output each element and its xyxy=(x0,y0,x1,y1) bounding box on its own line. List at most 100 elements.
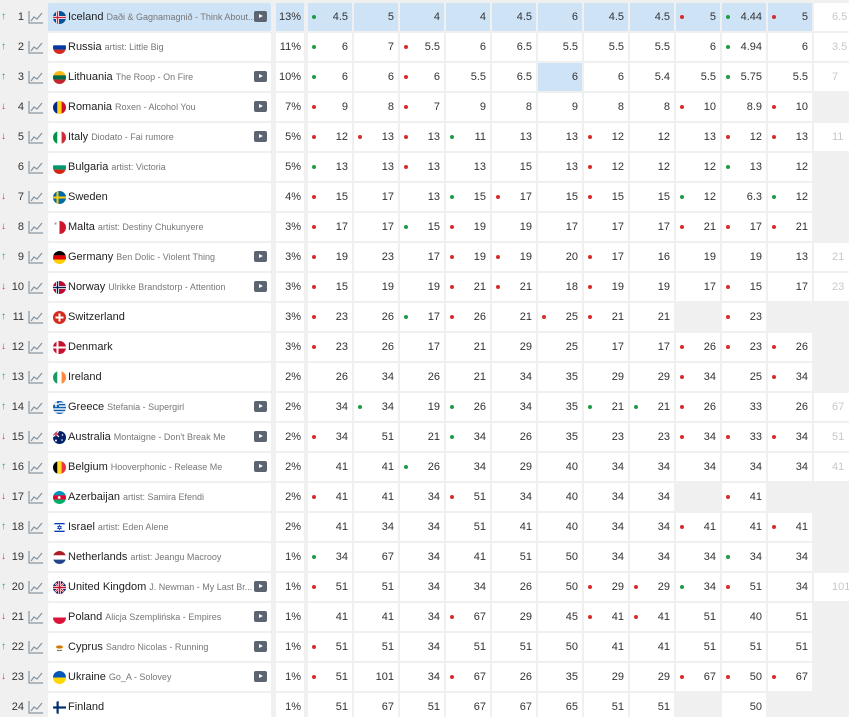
odds-cell[interactable]: 21 xyxy=(630,393,674,421)
table-row[interactable]: ↑ 2 Russia artist: Little Big 11% 6 7 5.5 6 6.5 5.… xyxy=(0,33,849,61)
odds-cell[interactable]: 51 xyxy=(446,513,490,541)
odds-cell[interactable]: 34 xyxy=(446,453,490,481)
odds-cell[interactable]: 5.5 xyxy=(446,63,490,91)
odds-cell[interactable]: 19 xyxy=(400,273,444,301)
odds-cell[interactable]: 101 xyxy=(354,663,398,691)
line-chart-icon[interactable] xyxy=(28,370,44,384)
odds-cell[interactable]: 12 xyxy=(676,153,720,181)
country-cell[interactable]: Ukraine Go_A - Solovey xyxy=(48,663,271,691)
odds-cell[interactable]: 13 xyxy=(446,153,490,181)
odds-cell[interactable]: 10 xyxy=(768,93,812,121)
odds-cell[interactable]: 67 xyxy=(446,603,490,631)
odds-cell[interactable]: 67 xyxy=(446,693,490,717)
odds-cell[interactable]: 67 xyxy=(446,663,490,691)
country-name[interactable]: Germany xyxy=(68,251,114,263)
country-name[interactable]: Ukraine xyxy=(68,671,106,683)
odds-cell[interactable]: 29 xyxy=(630,573,674,601)
odds-cell[interactable]: 19 xyxy=(400,393,444,421)
odds-cell[interactable]: 26 xyxy=(676,333,720,361)
odds-cell[interactable]: 6.5 xyxy=(492,33,536,61)
odds-cell[interactable]: 34 xyxy=(308,393,352,421)
line-chart-icon[interactable] xyxy=(28,670,44,684)
odds-cell[interactable]: 34 xyxy=(584,483,628,511)
country-name[interactable]: Poland xyxy=(68,611,103,623)
odds-cell[interactable]: 51 xyxy=(308,573,352,601)
odds-cell[interactable]: 19 xyxy=(308,243,352,271)
odds-cell[interactable]: 34 xyxy=(768,423,812,451)
odds-cell[interactable]: 17 xyxy=(354,213,398,241)
odds-cell[interactable]: 17 xyxy=(492,183,536,211)
line-chart-icon[interactable] xyxy=(28,160,44,174)
odds-cell[interactable]: 21 xyxy=(814,243,849,271)
odds-cell[interactable]: 15 xyxy=(722,273,766,301)
odds-cell[interactable]: 51 xyxy=(354,423,398,451)
odds-cell[interactable]: 8 xyxy=(354,93,398,121)
line-chart-icon[interactable] xyxy=(28,430,44,444)
line-chart-icon[interactable] xyxy=(28,340,44,354)
odds-cell[interactable]: 29 xyxy=(584,363,628,391)
odds-cell[interactable]: 41 xyxy=(492,513,536,541)
odds-cell[interactable]: 33 xyxy=(722,423,766,451)
odds-cell[interactable]: 51 xyxy=(354,573,398,601)
line-chart-icon[interactable] xyxy=(28,70,44,84)
line-chart-icon[interactable] xyxy=(28,580,44,594)
odds-cell[interactable]: 26 xyxy=(492,573,536,601)
country-name[interactable]: United Kingdom xyxy=(68,581,147,593)
table-row[interactable]: ↑ 16 Belgium Hooverphonic - Release Me 2% 41 4… xyxy=(0,453,849,481)
country-cell[interactable]: Romania Roxen - Alcohol You xyxy=(48,93,271,121)
country-cell[interactable]: Azerbaijan artist: Samira Efendi xyxy=(48,483,271,511)
odds-cell[interactable]: 11 xyxy=(814,123,849,151)
odds-cell[interactable]: 20 xyxy=(538,243,582,271)
odds-cell[interactable]: 67 xyxy=(492,693,536,717)
table-row[interactable]: ↓ 21 Poland Alicja Szemplińska - Empires 1% 4… xyxy=(0,603,849,631)
country-name[interactable]: Iceland xyxy=(68,11,104,23)
odds-cell[interactable]: 51 xyxy=(492,633,536,661)
odds-cell[interactable]: 25 xyxy=(538,333,582,361)
odds-cell[interactable]: 5.5 xyxy=(768,63,812,91)
country-name[interactable]: Sweden xyxy=(68,191,108,203)
odds-cell[interactable]: 12 xyxy=(768,183,812,211)
odds-cell[interactable]: 21 xyxy=(768,213,812,241)
odds-cell[interactable]: 41 xyxy=(722,483,766,511)
line-chart-icon[interactable] xyxy=(28,250,44,264)
table-row[interactable]: ↑ 9 Germany Ben Dolic - Violent Thing 3% 19 23… xyxy=(0,243,849,271)
line-chart-icon[interactable] xyxy=(28,490,44,504)
table-row[interactable]: ↓ 7 Sweden 4% 15 17 13 15 17 15 15 15 12 6.3 12 xyxy=(0,183,849,211)
table-row[interactable]: ↓ 5 Italy Diodato - Fai rumore 5% 12 13 13 11 13 1… xyxy=(0,123,849,151)
odds-cell[interactable]: 15 xyxy=(538,183,582,211)
odds-cell[interactable]: 51 xyxy=(446,633,490,661)
odds-cell[interactable]: 19 xyxy=(446,213,490,241)
odds-cell[interactable]: 17 xyxy=(722,213,766,241)
odds-cell[interactable]: 13 xyxy=(676,123,720,151)
odds-cell[interactable]: 8 xyxy=(492,93,536,121)
odds-cell[interactable]: 41 xyxy=(676,513,720,541)
odds-cell[interactable]: 21 xyxy=(446,363,490,391)
odds-cell[interactable]: 9 xyxy=(308,93,352,121)
odds-cell[interactable]: 34 xyxy=(676,363,720,391)
odds-cell[interactable]: 41 xyxy=(814,453,849,481)
odds-cell[interactable]: 35 xyxy=(538,423,582,451)
odds-cell[interactable]: 51 xyxy=(630,693,674,717)
odds-cell[interactable]: 5.75 xyxy=(722,63,766,91)
odds-cell[interactable]: 26 xyxy=(400,453,444,481)
odds-cell[interactable]: 34 xyxy=(446,423,490,451)
country-cell[interactable]: Bulgaria artist: Victoria xyxy=(48,153,271,181)
odds-cell[interactable]: 17 xyxy=(584,333,628,361)
odds-cell[interactable]: 4.5 xyxy=(584,3,628,31)
odds-cell[interactable]: 34 xyxy=(630,543,674,571)
odds-cell[interactable]: 10 xyxy=(676,93,720,121)
odds-cell[interactable]: 101 xyxy=(814,573,849,601)
odds-cell[interactable]: 34 xyxy=(354,363,398,391)
video-play-icon[interactable] xyxy=(254,281,267,292)
country-name[interactable]: Australia xyxy=(68,431,111,443)
country-name[interactable]: Netherlands xyxy=(68,551,128,563)
odds-cell[interactable]: 5 xyxy=(354,3,398,31)
odds-cell[interactable]: 15 xyxy=(630,183,674,211)
odds-cell[interactable]: 41 xyxy=(768,513,812,541)
odds-cell[interactable]: 17 xyxy=(676,273,720,301)
odds-cell[interactable]: 29 xyxy=(630,363,674,391)
country-name[interactable]: Switzerland xyxy=(68,311,125,323)
odds-cell[interactable]: 6 xyxy=(354,63,398,91)
odds-cell[interactable]: 5 xyxy=(676,3,720,31)
odds-cell[interactable]: 34 xyxy=(630,483,674,511)
